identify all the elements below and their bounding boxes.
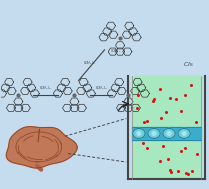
Text: Cl$_8$: Cl$_8$ xyxy=(183,60,194,69)
Ellipse shape xyxy=(163,129,175,138)
Text: $(CH_2)_n$: $(CH_2)_n$ xyxy=(83,60,95,67)
Ellipse shape xyxy=(148,129,160,138)
Polygon shape xyxy=(6,127,77,168)
Ellipse shape xyxy=(178,129,190,138)
Bar xyxy=(132,127,201,139)
Text: $(CH_2)_n$: $(CH_2)_n$ xyxy=(110,48,122,55)
Text: $(CH_2)_n$: $(CH_2)_n$ xyxy=(94,84,107,92)
Text: $(CH_2)_n$: $(CH_2)_n$ xyxy=(39,84,52,92)
Bar xyxy=(132,76,201,178)
Ellipse shape xyxy=(137,132,141,135)
Ellipse shape xyxy=(133,129,145,138)
Ellipse shape xyxy=(182,132,186,135)
Ellipse shape xyxy=(152,132,156,135)
Ellipse shape xyxy=(167,132,171,135)
